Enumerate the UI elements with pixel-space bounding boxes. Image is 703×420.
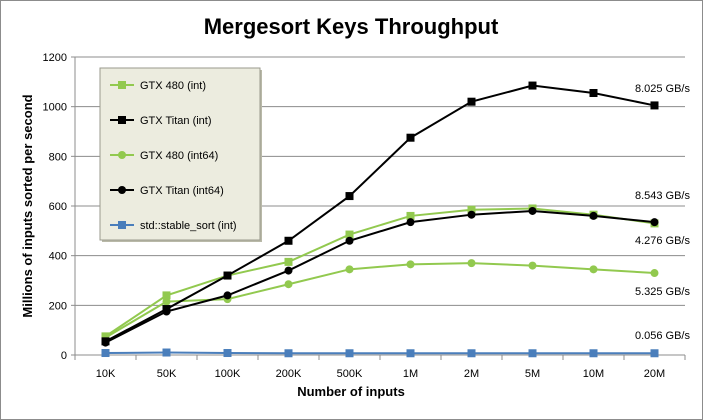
data-point (284, 257, 293, 266)
legend-label: GTX Titan (int64) (140, 185, 224, 197)
data-point (118, 186, 126, 194)
y-tick-label: 400 (49, 251, 67, 263)
gbps-annotation: 4.276 GB/s (635, 235, 691, 247)
gbps-annotation: 0.056 GB/s (635, 330, 691, 342)
data-point (118, 116, 126, 124)
data-point (650, 349, 659, 358)
gbps-annotation: 5.325 GB/s (635, 286, 691, 298)
data-point (162, 305, 171, 314)
series-line (105, 209, 655, 344)
x-tick-label: 20M (644, 368, 665, 380)
x-tick-label: 200K (276, 368, 302, 380)
data-point (118, 151, 126, 159)
x-tick-label: 1M (403, 368, 418, 380)
data-point (650, 269, 659, 278)
legend-item: GTX Titan (int) (110, 115, 212, 127)
data-point (467, 97, 476, 106)
data-point (467, 259, 476, 268)
data-point (345, 236, 354, 245)
data-point (345, 349, 354, 358)
data-point (345, 265, 354, 274)
x-tick-labels: 10K 50K 100K 200K 500K 1M 2M 5M 10M 20M (96, 368, 665, 380)
data-point (101, 337, 110, 346)
series-1 (101, 81, 659, 346)
data-point (406, 218, 415, 227)
data-point (589, 349, 598, 358)
x-tick-label: 100K (215, 368, 241, 380)
data-point (284, 280, 293, 289)
data-point (345, 192, 354, 201)
legend-item: std::stable_sort (int) (110, 220, 237, 232)
axes (71, 56, 686, 360)
data-point (406, 260, 415, 269)
series-2 (101, 259, 659, 342)
data-point (589, 265, 598, 274)
data-point (101, 349, 110, 358)
series-line (105, 351, 655, 355)
data-point (345, 230, 354, 239)
legend-label: std::stable_sort (int) (140, 220, 237, 232)
data-point (223, 349, 232, 358)
data-point (467, 349, 476, 358)
x-tick-label: 5M (525, 368, 540, 380)
y-tick-label: 800 (49, 151, 67, 163)
legend-label: GTX 480 (int64) (140, 150, 218, 162)
legend-item: GTX Titan (int64) (110, 185, 224, 197)
data-point (528, 206, 537, 215)
series-4 (101, 348, 659, 358)
series-line (104, 207, 655, 338)
legend-label: GTX Titan (int) (140, 115, 212, 127)
legend-item: GTX 480 (int) (110, 80, 206, 92)
x-axis-title: Number of inputs (297, 384, 405, 399)
legend-label: GTX 480 (int) (140, 80, 206, 92)
data-point (162, 297, 171, 306)
data-point (162, 348, 171, 357)
data-point (528, 349, 537, 358)
data-point (406, 349, 415, 358)
data-point (467, 210, 476, 219)
chart-title: Mergesort Keys Throughput (204, 14, 499, 39)
data-point (406, 211, 415, 220)
y-tick-label: 200 (49, 300, 67, 312)
legend-item: GTX 480 (int64) (110, 150, 218, 162)
y-tick-label: 1200 (43, 52, 67, 64)
data-point (101, 332, 110, 341)
data-point (528, 81, 537, 90)
series-group (101, 81, 659, 358)
data-point (650, 101, 659, 110)
legend: GTX 480 (int) GTX Titan (int) GTX 480 (int… (99, 67, 262, 242)
series-line (104, 262, 655, 339)
data-point (162, 291, 171, 300)
data-point (650, 218, 659, 227)
gbps-annotation: 8.025 GB/s (635, 83, 691, 95)
annotations: 8.025 GB/s 8.543 GB/s 4.276 GB/s 5.325 GB/s… (635, 83, 691, 342)
data-point (589, 89, 598, 98)
data-point (223, 291, 232, 300)
data-point (118, 221, 126, 229)
data-point (284, 266, 293, 275)
x-tick-label: 10K (96, 368, 116, 380)
data-point (284, 349, 293, 358)
x-tick-label: 50K (157, 368, 177, 380)
x-tick-label: 10M (583, 368, 604, 380)
gbps-annotation: 8.543 GB/s (635, 190, 691, 202)
data-point (118, 81, 126, 89)
x-tick-label: 2M (464, 368, 479, 380)
data-point (589, 211, 598, 220)
y-tick-label: 1000 (43, 102, 67, 114)
y-tick-labels: 0 200 400 600 800 1000 1200 (43, 52, 67, 362)
data-point (284, 236, 293, 245)
y-tick-label: 0 (61, 350, 67, 362)
x-tick-label: 500K (337, 368, 363, 380)
y-axis-title: Millions of inputs sorted per second (20, 94, 35, 317)
data-point (528, 261, 537, 270)
data-point (467, 205, 476, 214)
data-point (223, 271, 232, 280)
series-line (105, 84, 655, 343)
y-tick-label: 600 (49, 201, 67, 213)
data-point (406, 133, 415, 142)
